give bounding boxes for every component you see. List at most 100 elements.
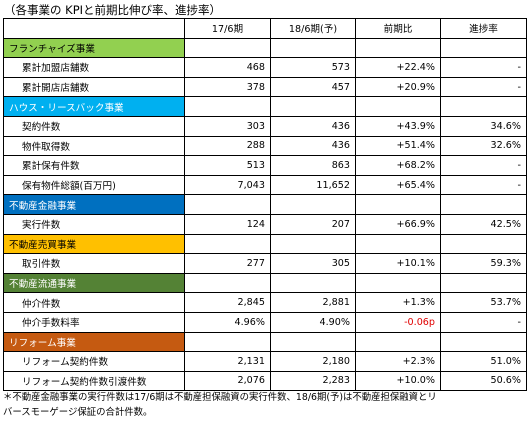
fy17-value: 303 (184, 115, 271, 137)
progress-value: - (440, 57, 527, 78)
yoy-value: +51.4% (355, 135, 441, 157)
fy18-value: 4.90% (270, 311, 356, 333)
yoy-value: +66.9% (355, 213, 441, 235)
fy17-value: 288 (184, 135, 271, 157)
section-title: フランチャイズ事業 (3, 37, 185, 59)
header-cell-fy18: 18/6期(予) (270, 18, 356, 39)
yoy-value: +65.4% (355, 174, 441, 196)
progress-value: 32.6% (440, 135, 527, 157)
section-blank-cell (355, 272, 441, 294)
fy17-value: 124 (184, 213, 271, 235)
yoy-value: -0.06p (355, 311, 441, 333)
section-title: 不動産金融事業 (3, 194, 185, 215)
table-row: 保有物件総額(百万円) 7,043 11,652 +65.4% - (3, 174, 527, 196)
progress-value: 42.5% (440, 213, 527, 235)
fy18-value: 2,881 (270, 292, 356, 313)
section-blank-cell (184, 272, 271, 294)
header-cell-fy17: 17/6期 (184, 18, 271, 39)
section-blank-cell (270, 37, 356, 59)
fy18-value: 11,652 (270, 174, 356, 196)
row-label: 仲介手数料率 (3, 311, 185, 333)
section-blank-cell (270, 233, 356, 255)
yoy-value: +43.9% (355, 115, 441, 137)
row-label: 累計保有件数 (3, 155, 185, 176)
yoy-value: +20.9% (355, 76, 441, 98)
fy18-value: 436 (270, 115, 356, 137)
row-label: 累計開店店舗数 (3, 76, 185, 98)
progress-value: 51.0% (440, 351, 527, 372)
progress-value: - (440, 174, 527, 196)
row-label: 累計加盟店舗数 (3, 57, 185, 78)
fy18-value: 573 (270, 57, 356, 78)
section-header-row: 不動産売買事業 (3, 233, 527, 255)
section-blank-cell (440, 96, 527, 117)
yoy-value: +22.4% (355, 57, 441, 78)
row-label: 保有物件総額(百万円) (3, 174, 185, 196)
section-header-row: フランチャイズ事業 (3, 37, 527, 59)
footnote-line: バースモーゲージ保証の合計件数。 (3, 407, 153, 418)
section-blank-cell (270, 272, 356, 294)
fy18-value: 2,180 (270, 351, 356, 372)
header-cell-empty (3, 18, 185, 39)
fy17-value: 2,131 (184, 351, 271, 372)
progress-value: 59.3% (440, 253, 527, 274)
progress-value: - (440, 76, 527, 98)
section-blank-cell (440, 272, 527, 294)
table-row: 実行件数 124 207 +66.9% 42.5% (3, 213, 527, 235)
row-label: 物件取得数 (3, 135, 185, 157)
header-cell-progress: 進捗率 (440, 18, 527, 39)
yoy-value: +68.2% (355, 155, 441, 176)
yoy-value: +1.3% (355, 292, 441, 313)
table-row: 取引件数 277 305 +10.1% 59.3% (3, 253, 527, 274)
section-blank-cell (355, 233, 441, 255)
fy17-value: 277 (184, 253, 271, 274)
table-row: リフォーム契約件数 2,131 2,180 +2.3% 51.0% (3, 351, 527, 372)
table-row: 累計加盟店舗数 468 573 +22.4% - (3, 57, 527, 78)
section-blank-cell (355, 37, 441, 59)
section-blank-cell (184, 96, 271, 117)
section-blank-cell (440, 331, 527, 353)
table-row: 仲介手数料率 4.96% 4.90% -0.06p - (3, 311, 527, 333)
progress-value: 34.6% (440, 115, 527, 137)
section-blank-cell (270, 331, 356, 353)
fy17-value: 513 (184, 155, 271, 176)
section-blank-cell (270, 194, 356, 215)
fy18-value: 457 (270, 76, 356, 98)
section-title: 不動産流通事業 (3, 272, 185, 294)
progress-value: - (440, 155, 527, 176)
table-row: リフォーム契約件数引渡件数 2,076 2,283 +10.0% 50.6% (3, 370, 527, 392)
section-blank-cell (440, 194, 527, 215)
section-blank-cell (440, 37, 527, 59)
section-blank-cell (184, 37, 271, 59)
section-blank-cell (184, 194, 271, 215)
progress-value: 53.7% (440, 292, 527, 313)
fy18-value: 207 (270, 213, 356, 235)
fy18-value: 436 (270, 135, 356, 157)
section-header-row: ハウス・リースバック事業 (3, 96, 527, 117)
fy17-value: 2,845 (184, 292, 271, 313)
section-header-row: リフォーム事業 (3, 331, 527, 353)
section-header-row: 不動産金融事業 (3, 194, 527, 215)
fy17-value: 468 (184, 57, 271, 78)
section-blank-cell (270, 96, 356, 117)
section-title: ハウス・リースバック事業 (3, 96, 185, 117)
table-header-row: 17/6期 18/6期(予) 前期比 進捗率 (3, 18, 527, 39)
header-cell-yoy: 前期比 (355, 18, 441, 39)
section-blank-cell (440, 233, 527, 255)
section-title: 不動産売買事業 (3, 233, 185, 255)
fy17-value: 2,076 (184, 370, 271, 392)
row-label: リフォーム契約件数引渡件数 (3, 370, 185, 392)
table-row: 契約件数 303 436 +43.9% 34.6% (3, 115, 527, 137)
row-label: 仲介件数 (3, 292, 185, 313)
kpi-table: 17/6期 18/6期(予) 前期比 進捗率 フランチャイズ事業 累計加盟店舗数 4… (3, 18, 527, 392)
footnote-line: ＊不動産金融事業の実行件数は17/6期は不動産担保融資の実行件数、18/6期(予… (3, 392, 437, 403)
row-label: リフォーム契約件数 (3, 351, 185, 372)
section-blank-cell (184, 331, 271, 353)
fy18-value: 2,283 (270, 370, 356, 392)
progress-value: - (440, 311, 527, 333)
section-blank-cell (184, 233, 271, 255)
row-label: 取引件数 (3, 253, 185, 274)
fy18-value: 305 (270, 253, 356, 274)
fy17-value: 378 (184, 76, 271, 98)
section-blank-cell (355, 96, 441, 117)
